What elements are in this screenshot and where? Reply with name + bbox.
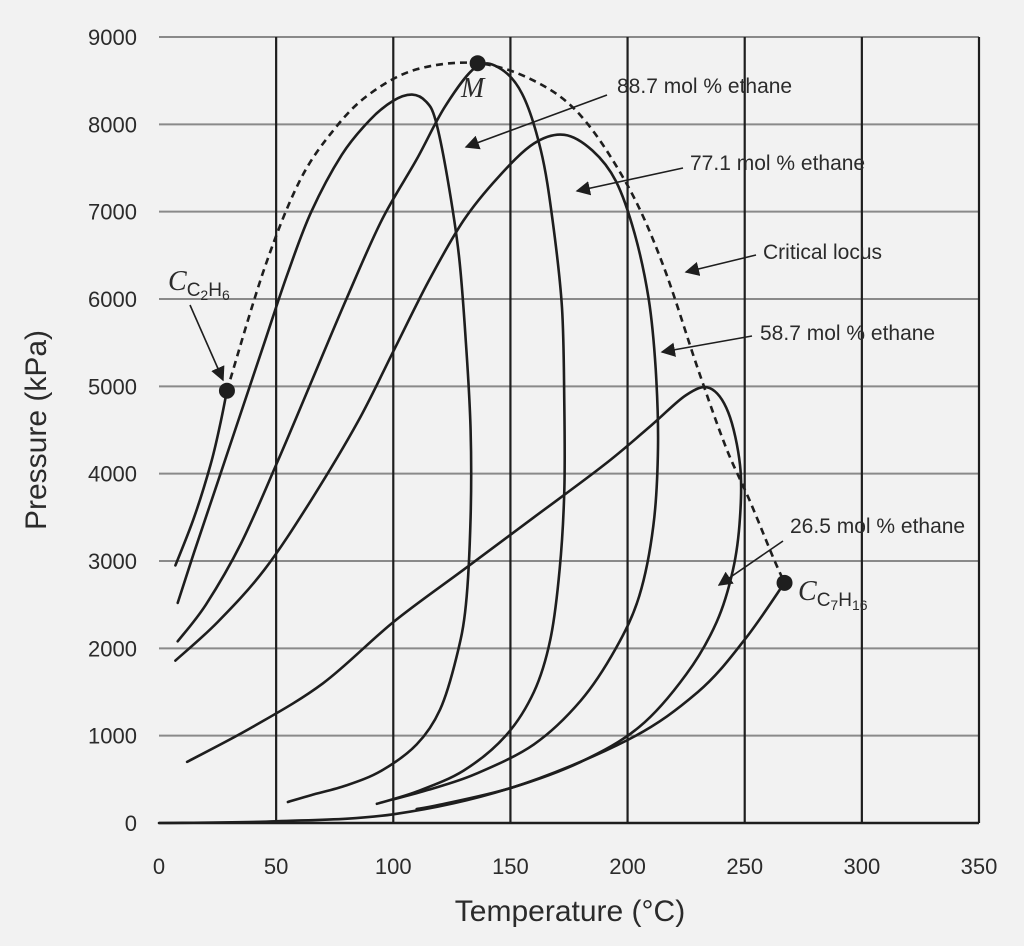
curves: [157, 61, 786, 825]
c7h16-c-sub: C: [817, 590, 831, 611]
tick-labels: 0 1000 2000 3000 4000 5000 6000 7000 8000 9000 0 50…: [88, 25, 997, 879]
y-tick-label: 8000: [88, 112, 137, 137]
c2h6-h-sub: H: [208, 280, 222, 301]
y-tick-label: 5000: [88, 374, 137, 399]
c7h16-7-sub: 7: [830, 597, 838, 613]
x-tick-label: 200: [609, 854, 646, 879]
y-tick-label: 2000: [88, 636, 137, 661]
x-tick-label: 150: [492, 854, 529, 879]
y-tick-label: 7000: [88, 200, 137, 225]
critical-points: [218, 55, 793, 591]
c2h6-c-sub: C: [187, 280, 201, 301]
arrow-26-5: [717, 540, 784, 586]
label-26-5-mol-ethane: 26.5 mol % ethane: [790, 515, 965, 538]
point-c-c7h16: [776, 574, 793, 591]
x-tick-label: 50: [264, 854, 288, 879]
point-m: [469, 55, 486, 72]
c2h6-2-sub: 2: [200, 287, 208, 303]
arrow-58-7: [660, 335, 753, 357]
curve-88-7-mol-ethane: [176, 93, 473, 804]
c2h6-arrow: [189, 304, 225, 382]
c7h16-label: CC7H16: [798, 576, 868, 613]
c2h6-label: CC2H6: [168, 266, 230, 303]
arrow-88-7: [464, 94, 608, 150]
arrow-77-1: [575, 167, 684, 196]
point-m-label: M: [460, 73, 486, 104]
x-tick-label: 250: [726, 854, 763, 879]
label-58-7-mol-ethane: 58.7 mol % ethane: [760, 322, 935, 345]
arrow-critical-locus: [684, 254, 757, 276]
curve-26-5-mol-ethane: [185, 385, 743, 811]
curve-ethane-vapor-pressure: [174, 389, 229, 567]
curve-58-7-mol-ethane: [174, 133, 660, 801]
label-77-1-mol-ethane: 77.1 mol % ethane: [690, 152, 865, 175]
c7h16-h-sub: H: [838, 590, 852, 611]
curve-critical-locus: [225, 61, 786, 584]
point-c-c2h6: [218, 382, 235, 399]
y-axis-label: Pressure (kPa): [20, 330, 53, 530]
x-tick-label: 100: [375, 854, 412, 879]
y-tick-label: 4000: [88, 462, 137, 487]
x-tick-label: 300: [843, 854, 880, 879]
y-tick-label: 3000: [88, 549, 137, 574]
c2h6-c: C: [168, 266, 187, 297]
y-tick-label: 6000: [88, 287, 137, 312]
curve-77-1-mol-ethane: [176, 62, 567, 806]
y-tick-label: 9000: [88, 25, 137, 50]
label-88-7-mol-ethane: 88.7 mol % ethane: [617, 75, 792, 98]
label-critical-locus: Critical locus: [763, 241, 882, 264]
c2h6-6-sub: 6: [222, 287, 230, 303]
curve-n-heptane-vapor-pressure: [157, 581, 786, 825]
x-tick-label: 350: [961, 854, 998, 879]
grid: [159, 36, 981, 825]
y-tick-label: 0: [125, 811, 137, 836]
x-axis-label: Temperature (°C): [455, 895, 685, 928]
x-tick-label: 0: [153, 854, 165, 879]
y-tick-label: 1000: [88, 724, 137, 749]
c7h16-c: C: [798, 576, 817, 607]
c7h16-16-sub: 16: [852, 597, 868, 613]
